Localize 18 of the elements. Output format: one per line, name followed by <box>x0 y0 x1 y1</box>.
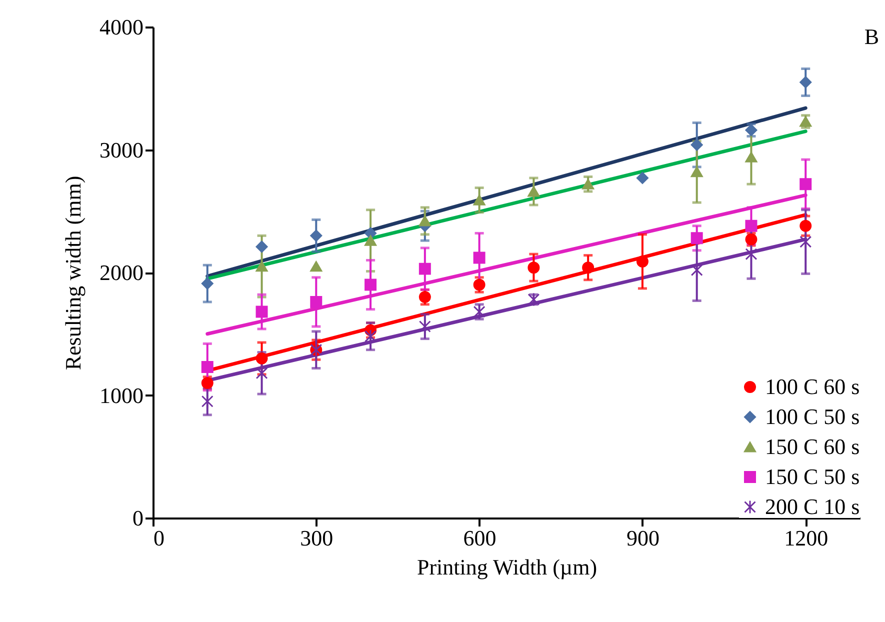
x-tick-label: 1200 <box>784 526 828 550</box>
y-tick-label: 1000 <box>100 382 144 408</box>
x-axis-title: Printing Width (µm) <box>416 554 598 580</box>
y-tick-label: 0 <box>132 506 144 530</box>
legend-label: 150 C 60 s <box>765 434 860 459</box>
legend-label: 100 C 60 s <box>765 374 860 399</box>
y-tick-label: 2000 <box>100 260 144 285</box>
legend-label: 150 C 50 s <box>765 464 860 489</box>
legend-label: 200 C 10 s <box>765 494 860 519</box>
x-tick-label: 0 <box>154 526 164 550</box>
y-axis-title: Resulting width (mm) <box>60 176 86 370</box>
x-tick-label: 900 <box>626 526 660 550</box>
x-tick-label: 300 <box>300 526 334 550</box>
legend-label: 100 C 50 s <box>765 404 860 429</box>
text: B <box>864 24 879 49</box>
y-tick-label: 4000 <box>100 14 144 40</box>
x-tick-label: 600 <box>463 526 496 550</box>
y-tick-label: 3000 <box>100 137 144 162</box>
